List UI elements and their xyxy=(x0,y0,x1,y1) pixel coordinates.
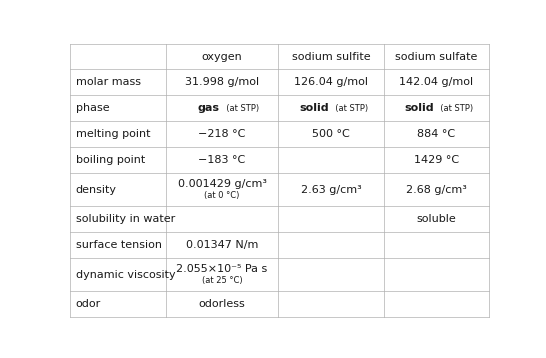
Text: melting point: melting point xyxy=(76,129,150,139)
Text: gas: gas xyxy=(198,103,220,113)
Text: density: density xyxy=(76,185,117,195)
Text: odor: odor xyxy=(76,299,101,309)
Text: (at 25 °C): (at 25 °C) xyxy=(201,276,242,285)
Text: solid: solid xyxy=(405,103,435,113)
Text: 500 °C: 500 °C xyxy=(312,129,350,139)
Text: (at STP): (at STP) xyxy=(221,103,259,112)
Text: soluble: soluble xyxy=(417,214,456,224)
Text: odorless: odorless xyxy=(199,299,245,309)
Text: 2.63 g/cm³: 2.63 g/cm³ xyxy=(300,185,361,195)
Text: solubility in water: solubility in water xyxy=(76,214,175,224)
Text: 0.001429 g/cm³: 0.001429 g/cm³ xyxy=(177,179,266,189)
Text: 0.01347 N/m: 0.01347 N/m xyxy=(186,240,258,250)
Text: oxygen: oxygen xyxy=(201,52,242,62)
Text: (at 0 °C): (at 0 °C) xyxy=(204,191,240,200)
Text: sodium sulfate: sodium sulfate xyxy=(395,52,478,62)
Text: (at STP): (at STP) xyxy=(435,103,473,112)
Text: dynamic viscosity: dynamic viscosity xyxy=(76,270,175,280)
Text: 126.04 g/mol: 126.04 g/mol xyxy=(294,77,368,87)
Text: 2.055×10⁻⁵ Pa s: 2.055×10⁻⁵ Pa s xyxy=(176,264,268,274)
Text: phase: phase xyxy=(76,103,110,113)
Text: sodium sulfite: sodium sulfite xyxy=(292,52,370,62)
Text: 884 °C: 884 °C xyxy=(418,129,455,139)
Text: solid: solid xyxy=(299,103,329,113)
Text: 1429 °C: 1429 °C xyxy=(414,155,459,165)
Text: 2.68 g/cm³: 2.68 g/cm³ xyxy=(406,185,467,195)
Text: surface tension: surface tension xyxy=(76,240,162,250)
Text: 31.998 g/mol: 31.998 g/mol xyxy=(185,77,259,87)
Text: molar mass: molar mass xyxy=(76,77,141,87)
Text: boiling point: boiling point xyxy=(76,155,145,165)
Text: (at STP): (at STP) xyxy=(330,103,368,112)
Text: 142.04 g/mol: 142.04 g/mol xyxy=(400,77,473,87)
Text: −218 °C: −218 °C xyxy=(198,129,246,139)
Text: −183 °C: −183 °C xyxy=(198,155,246,165)
